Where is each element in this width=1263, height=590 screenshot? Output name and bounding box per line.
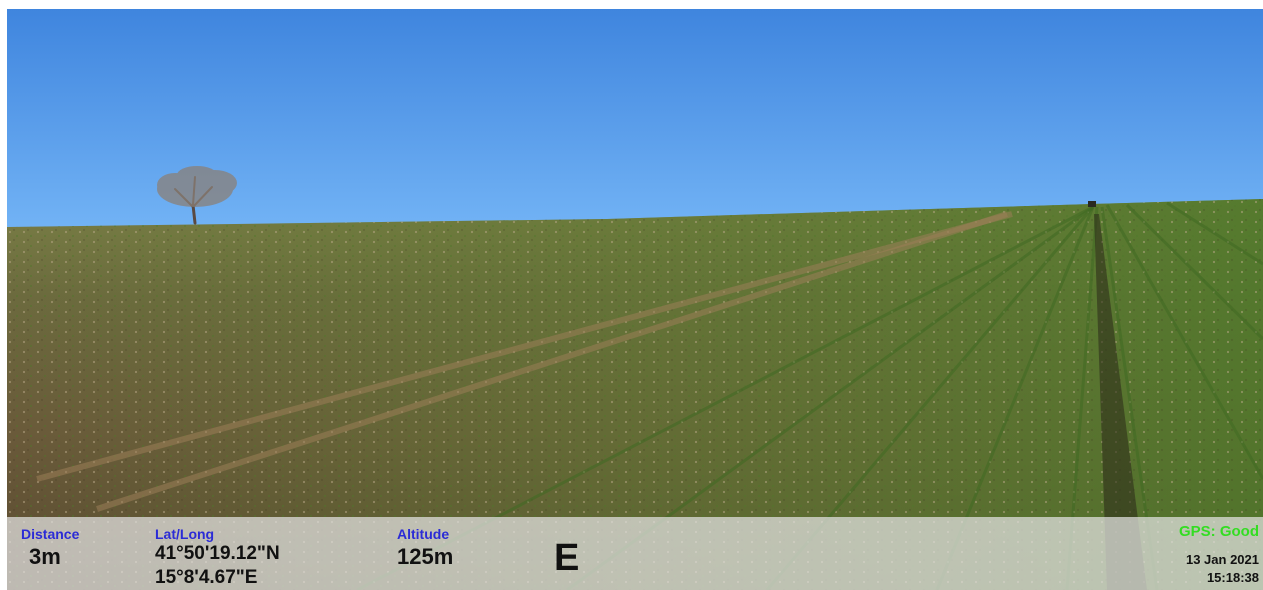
tree-canopy	[157, 166, 237, 207]
distance-value: 3m	[29, 544, 61, 569]
gps-status: GPS: Good	[1179, 523, 1259, 540]
distant-vehicle	[1088, 201, 1096, 207]
latlong-label: Lat/Long	[155, 526, 215, 542]
field-photo	[7, 9, 1263, 590]
altitude-value: 125m	[397, 544, 454, 569]
tractor-track	[1094, 214, 1147, 590]
compass-heading: E	[554, 537, 580, 579]
gps-info-bar: Distance 3m Lat/Long 41°50'19.12"N 15°8'…	[7, 517, 1263, 590]
latitude-value: 41°50'19.12"N	[155, 543, 280, 564]
longitude-value: 15°8'4.67"E	[155, 567, 258, 588]
distance-label: Distance	[21, 526, 80, 542]
photo-frame: Distance 3m Lat/Long 41°50'19.12"N 15°8'…	[7, 9, 1263, 590]
time-stamp: 15:18:38	[1206, 570, 1259, 585]
date-stamp: 13 Jan 2021	[1185, 552, 1259, 567]
altitude-label: Altitude	[397, 526, 450, 542]
